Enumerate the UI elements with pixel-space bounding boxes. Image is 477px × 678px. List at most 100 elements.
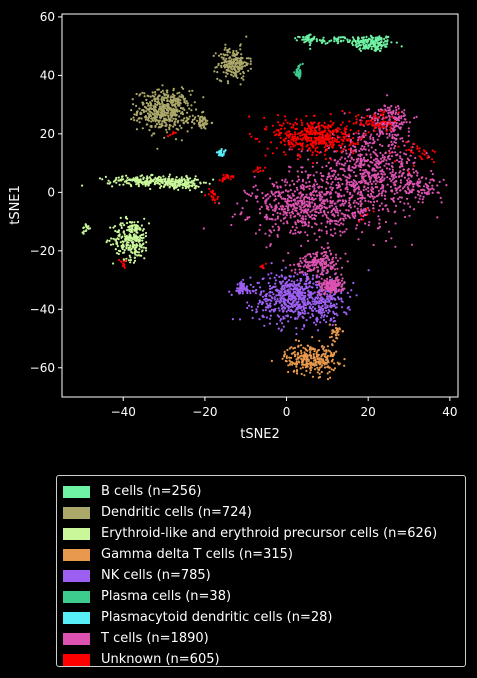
data-point [418, 197, 421, 200]
data-point [356, 207, 359, 210]
data-point [375, 160, 378, 163]
data-point [143, 180, 146, 183]
data-point [337, 282, 340, 285]
data-point [286, 209, 289, 212]
data-point [391, 151, 394, 154]
data-point [174, 123, 177, 126]
data-point [157, 179, 161, 182]
data-point [307, 173, 310, 177]
data-point [307, 224, 310, 227]
data-point [334, 178, 337, 181]
data-point [337, 181, 340, 184]
data-point [267, 306, 270, 309]
data-point [138, 94, 141, 97]
data-point [367, 190, 370, 193]
data-point [302, 288, 305, 291]
data-point [342, 174, 345, 177]
data-point [303, 41, 306, 44]
data-point [204, 127, 207, 130]
data-point [142, 246, 145, 249]
data-point [259, 293, 262, 296]
data-point [401, 173, 404, 176]
data-point [399, 185, 402, 188]
data-point [399, 179, 402, 182]
data-point [165, 89, 168, 92]
data-point [112, 226, 115, 229]
data-point [168, 128, 171, 131]
data-point [274, 302, 278, 305]
data-point [307, 213, 310, 217]
data-point [145, 110, 148, 113]
data-point [230, 61, 233, 64]
data-point [365, 38, 368, 42]
data-point [409, 154, 412, 157]
data-point [328, 310, 331, 313]
data-point [188, 181, 191, 184]
data-point [199, 119, 202, 123]
data-point [281, 310, 284, 313]
data-point [177, 179, 180, 182]
data-point [224, 43, 227, 46]
data-point [282, 306, 286, 309]
data-point [242, 75, 245, 78]
data-point [413, 161, 416, 164]
data-point [309, 121, 313, 124]
data-point [186, 182, 189, 185]
data-point [303, 220, 307, 224]
data-point [312, 282, 315, 285]
data-point [391, 173, 394, 177]
data-point [331, 267, 334, 270]
data-point [392, 200, 396, 203]
data-point [306, 298, 309, 301]
data-point [130, 178, 134, 181]
data-point [300, 121, 304, 124]
data-point [234, 62, 237, 65]
data-point [297, 289, 300, 292]
data-point [283, 140, 286, 143]
data-point [300, 285, 303, 288]
data-point [291, 192, 294, 195]
data-point [440, 201, 443, 204]
data-point [183, 117, 186, 120]
data-point [330, 335, 333, 338]
data-point [130, 109, 133, 112]
data-point [194, 116, 197, 119]
data-point [169, 114, 172, 117]
data-point [280, 300, 283, 303]
data-point [279, 195, 282, 199]
data-point [275, 147, 278, 150]
data-point [330, 167, 333, 170]
data-point [292, 311, 295, 314]
data-point [257, 281, 260, 284]
data-point [288, 359, 291, 362]
data-point [202, 181, 205, 184]
data-point [307, 290, 310, 293]
data-point [302, 133, 305, 136]
data-point [380, 194, 383, 197]
data-point [87, 225, 90, 228]
data-point [276, 235, 279, 238]
data-point [355, 161, 358, 164]
data-point [163, 99, 166, 102]
data-point [334, 232, 337, 235]
data-point [351, 213, 354, 217]
data-point [283, 354, 286, 357]
data-point [379, 178, 382, 181]
data-point [293, 198, 296, 201]
data-point [280, 127, 283, 130]
data-point [246, 62, 249, 65]
data-point [300, 361, 303, 364]
data-point [267, 273, 270, 276]
data-point [125, 215, 128, 218]
data-point [372, 180, 375, 183]
data-point [307, 125, 310, 128]
data-point [303, 129, 307, 132]
data-point [305, 285, 308, 288]
data-point [315, 363, 318, 367]
data-point [326, 354, 329, 358]
data-point [399, 137, 402, 140]
data-point [287, 203, 290, 206]
data-point [199, 123, 202, 127]
data-point [138, 248, 141, 251]
data-point [368, 165, 371, 168]
